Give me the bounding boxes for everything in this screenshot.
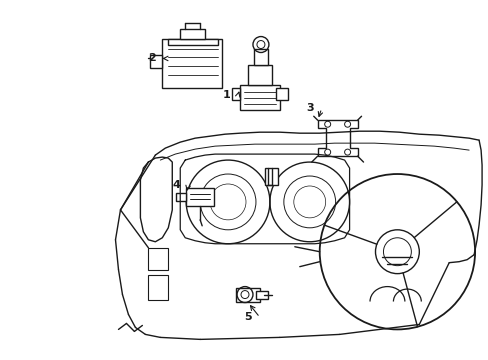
Polygon shape bbox=[168, 39, 218, 45]
Polygon shape bbox=[236, 288, 260, 302]
Polygon shape bbox=[148, 248, 168, 270]
Polygon shape bbox=[148, 275, 168, 300]
Polygon shape bbox=[240, 85, 279, 110]
Polygon shape bbox=[232, 88, 240, 100]
Polygon shape bbox=[176, 193, 186, 201]
Polygon shape bbox=[253, 49, 267, 66]
Text: 1: 1 bbox=[222, 90, 229, 100]
Text: 5: 5 bbox=[244, 312, 251, 323]
Polygon shape bbox=[162, 39, 222, 88]
Text: 3: 3 bbox=[305, 103, 313, 113]
Polygon shape bbox=[255, 291, 267, 298]
Polygon shape bbox=[180, 28, 205, 39]
Polygon shape bbox=[264, 168, 277, 185]
Polygon shape bbox=[317, 120, 357, 156]
Polygon shape bbox=[186, 188, 214, 206]
Polygon shape bbox=[150, 55, 162, 68]
Text: 2: 2 bbox=[148, 54, 156, 63]
Polygon shape bbox=[247, 66, 271, 85]
Text: 4: 4 bbox=[172, 180, 180, 190]
Polygon shape bbox=[275, 88, 287, 100]
